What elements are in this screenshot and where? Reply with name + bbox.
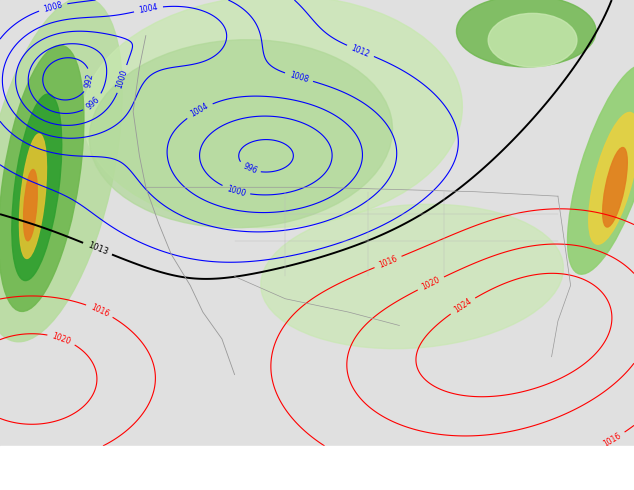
- Text: Sa 01-06-2024 12:00 UTC (18+42): Sa 01-06-2024 12:00 UTC (18+42): [407, 450, 628, 464]
- Text: 1020: 1020: [51, 331, 72, 346]
- Text: 1000: 1000: [115, 69, 129, 90]
- Ellipse shape: [0, 45, 84, 312]
- Ellipse shape: [12, 94, 61, 281]
- Text: 1008: 1008: [42, 0, 63, 13]
- Text: 1016: 1016: [602, 431, 623, 449]
- Text: 1000: 1000: [226, 184, 247, 198]
- Ellipse shape: [20, 134, 46, 258]
- Text: 160: 160: [187, 474, 209, 487]
- Text: 1016: 1016: [377, 254, 399, 270]
- Text: 992: 992: [84, 73, 95, 89]
- Text: 1013: 1013: [86, 241, 109, 257]
- Text: 60: 60: [6, 474, 20, 487]
- Text: 996: 996: [242, 162, 259, 176]
- Text: 80: 80: [42, 474, 56, 487]
- Text: 1012: 1012: [350, 43, 371, 59]
- Text: 1004: 1004: [138, 3, 158, 15]
- Text: © weatheronline.co.uk: © weatheronline.co.uk: [486, 475, 628, 485]
- Text: 100: 100: [79, 474, 100, 487]
- Text: 1004: 1004: [189, 101, 210, 119]
- Text: Jet stream/SLP [kts] ECMWF: Jet stream/SLP [kts] ECMWF: [6, 450, 191, 464]
- Ellipse shape: [0, 0, 122, 342]
- Ellipse shape: [567, 65, 634, 274]
- Ellipse shape: [488, 13, 577, 67]
- Ellipse shape: [589, 112, 634, 245]
- Text: 140: 140: [151, 474, 172, 487]
- Text: 120: 120: [115, 474, 136, 487]
- Text: 1020: 1020: [420, 275, 441, 292]
- Text: 180: 180: [223, 474, 245, 487]
- Text: 1008: 1008: [288, 70, 309, 84]
- Ellipse shape: [603, 147, 627, 227]
- Text: 1024: 1024: [452, 297, 473, 315]
- Ellipse shape: [83, 0, 462, 228]
- Ellipse shape: [23, 170, 37, 241]
- Ellipse shape: [456, 0, 596, 67]
- Text: 1016: 1016: [89, 302, 110, 318]
- Ellipse shape: [261, 204, 564, 349]
- Ellipse shape: [89, 40, 392, 228]
- Text: 996: 996: [85, 95, 101, 111]
